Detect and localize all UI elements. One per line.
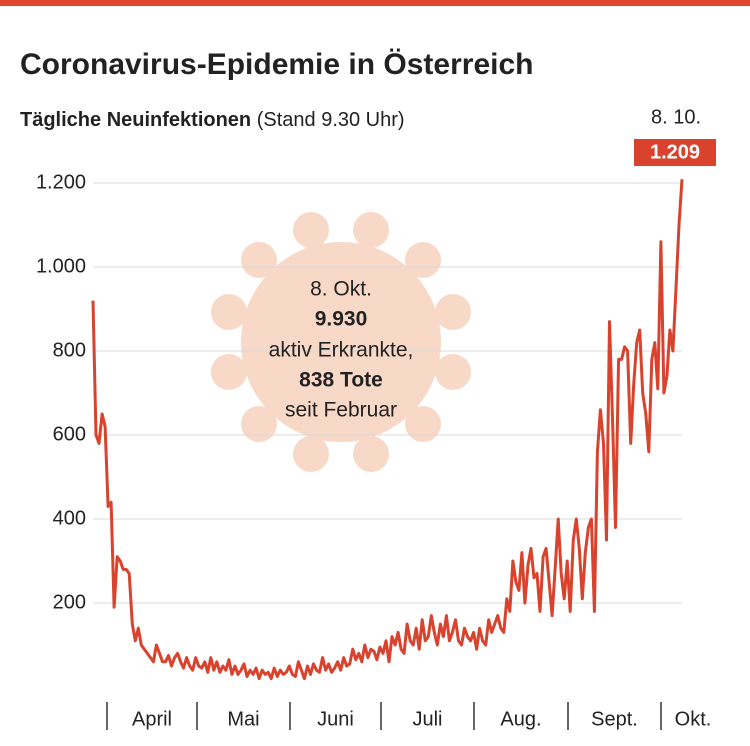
y-tick-label: 400 — [53, 507, 86, 529]
x-tick-label: Juli — [412, 708, 442, 730]
x-tick-label: Juni — [317, 708, 354, 730]
subtitle: Tägliche Neuinfektionen (Stand 9.30 Uhr) — [20, 109, 405, 131]
virus-body — [241, 242, 441, 442]
annotation-deaths: 838 Tote — [299, 369, 383, 392]
chart-title: Coronavirus-Epidemie in Österreich — [20, 48, 533, 81]
virus-knob — [405, 406, 442, 443]
virus-icon — [210, 211, 472, 473]
x-tick-label: Aug. — [500, 708, 541, 730]
annotation-active: 9.930 — [315, 308, 368, 331]
virus-knob — [240, 406, 277, 443]
virus-knob — [435, 354, 472, 391]
y-tick-label: 600 — [53, 423, 86, 445]
y-tick-label: 800 — [53, 339, 86, 361]
last-date: 8. 10. — [651, 106, 701, 128]
virus-knob — [353, 211, 390, 248]
virus-knob — [405, 241, 442, 278]
y-tick-label: 200 — [53, 591, 86, 613]
virus-knob — [210, 293, 247, 330]
x-tick-label: April — [132, 708, 172, 730]
annotation-active-label: aktiv Erkrankte, — [269, 339, 414, 362]
virus-knob — [210, 354, 247, 391]
x-tick-label: Mai — [227, 708, 259, 730]
annotation-date: 8. Okt. — [310, 278, 372, 301]
y-tick-label: 1.000 — [36, 255, 86, 277]
virus-knob — [435, 293, 472, 330]
subtitle-note: (Stand 9.30 Uhr) — [257, 109, 405, 131]
x-tick-label: Okt. — [675, 708, 712, 730]
virus-knob — [353, 436, 390, 473]
y-tick-label: 1.200 — [36, 171, 86, 193]
annotation-since: seit Februar — [285, 399, 397, 422]
line — [91, 179, 684, 681]
top-bar — [0, 0, 750, 6]
x-tick-label: Sept. — [591, 708, 638, 730]
virus-knob — [292, 211, 329, 248]
value-label-box — [634, 139, 716, 166]
subtitle-main: Tägliche Neuinfektionen — [20, 109, 251, 131]
value-label: 1.209 — [650, 141, 700, 163]
virus-knob — [292, 436, 329, 473]
virus-knob — [240, 241, 277, 278]
